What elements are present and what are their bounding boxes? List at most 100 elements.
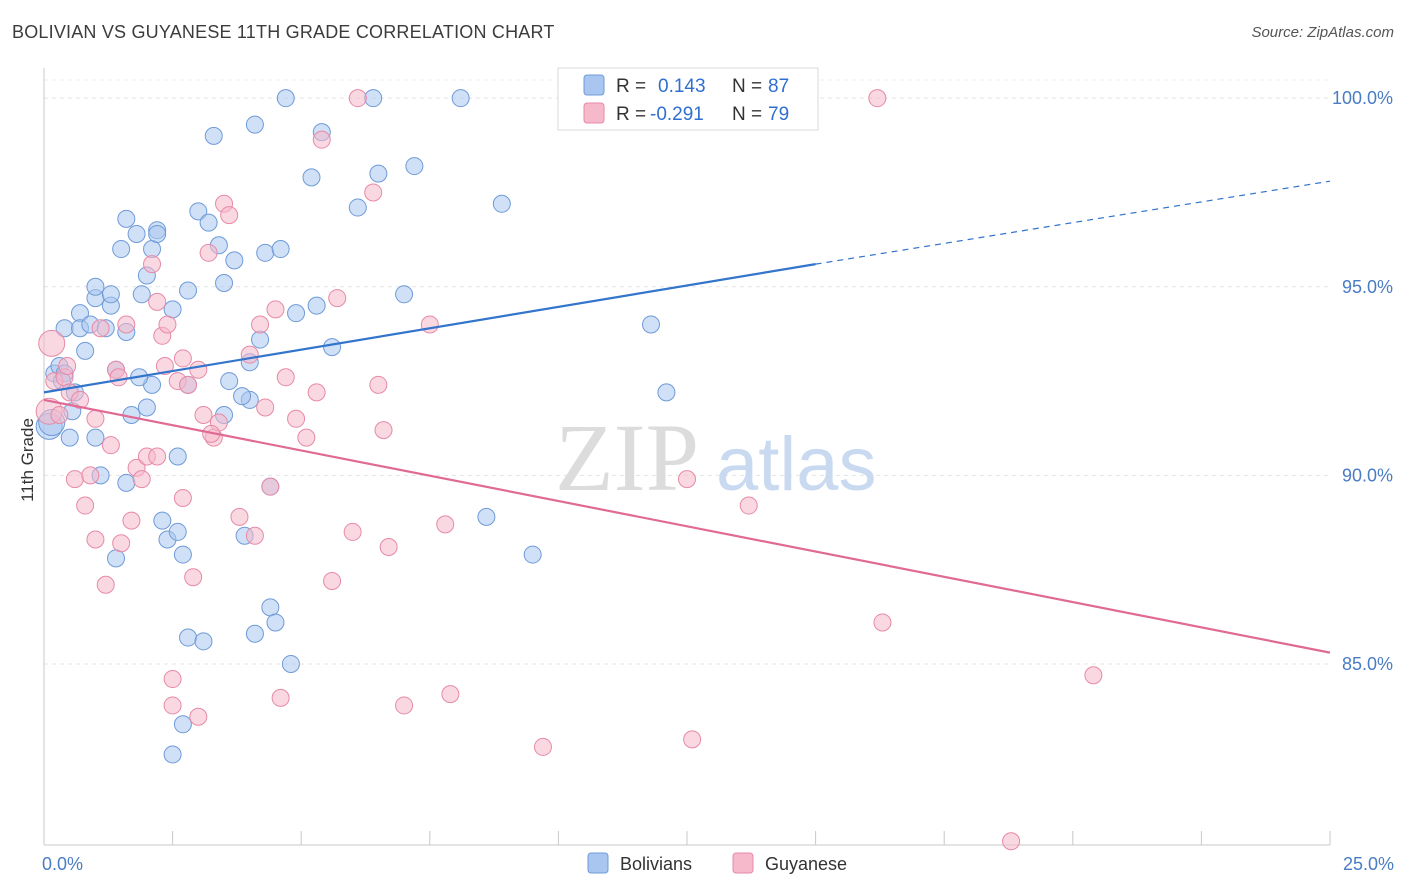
data-point [76,341,95,360]
data-point [281,654,300,673]
data-point [132,285,151,304]
data-point [107,549,126,568]
data-point [86,277,105,296]
x-tick-label: 25.0% [1343,854,1394,874]
legend: R = 0.143 N = 87 R = -0.291 N = 79 [557,67,819,131]
data-point [91,319,110,338]
data-point [436,515,455,534]
data-point [276,89,295,108]
data-point [251,330,270,349]
data-point [225,251,244,270]
legend-r-label: R = [616,76,646,97]
data-point [271,240,290,259]
data-point [112,240,131,259]
watermark-atlas: atlas [716,422,877,507]
data-point [657,383,676,402]
data-point [683,730,702,749]
data-point [189,707,208,726]
data-point [328,289,347,308]
data-point [163,670,182,689]
data-point [158,315,177,334]
watermark-zip: ZIP [555,404,699,511]
data-point [369,375,388,394]
data-point [173,715,192,734]
data-point [256,243,275,262]
data-point [122,511,141,530]
data-point [60,428,79,447]
data-point [96,575,115,594]
data-point [245,624,264,643]
data-point [233,387,252,406]
data-point [343,522,362,541]
data-point [148,292,167,311]
data-point [132,470,151,489]
data-point [168,522,187,541]
data-point [271,688,290,707]
legend-n-value: 87 [768,76,789,97]
data-point [220,372,239,391]
data-point [50,406,69,425]
data-point [287,304,306,323]
data-point [173,349,192,368]
data-point [163,300,182,319]
data-point [1002,832,1021,851]
data-point [420,315,439,334]
data-point [533,737,552,756]
data-point [179,375,198,394]
data-point [204,126,223,145]
data-point [276,368,295,387]
data-point [523,545,542,564]
data-point [101,285,120,304]
data-point [379,538,398,557]
data-point [1084,666,1103,685]
y-tick-label: 90.0% [1342,465,1393,485]
y-tick-label: 100.0% [1332,88,1393,108]
data-point [153,511,172,530]
data-point [405,157,424,176]
data-point [307,296,326,315]
data-point [81,466,100,485]
data-point [348,89,367,108]
bottom-legend-swatch-bolivians [587,852,609,874]
data-point [168,447,187,466]
data-point [261,477,280,496]
data-point [143,240,162,259]
data-point [323,338,342,357]
legend-n-label: N = [732,76,762,97]
legend-r-value: 0.143 [658,76,706,97]
axes [43,68,1331,846]
data-point [38,329,66,357]
data-point [245,526,264,545]
bottom-legend-label-bolivians: Bolivians [620,854,692,874]
data-point [199,213,218,232]
data-point [86,530,105,549]
trend-line [43,263,816,394]
bottom-legend-label-guyanese: Guyanese [765,854,847,874]
data-point [395,696,414,715]
trend-line [43,398,1331,654]
data-point [189,202,208,221]
data-point [477,507,496,526]
y-axis-label: 11th Grade [18,418,37,502]
tick-labels: 100.0% 95.0% 90.0% 85.0% 0.0% 25.0% [42,88,1394,874]
data-point [395,285,414,304]
data-point [230,507,249,526]
data-point [364,89,383,108]
data-point [451,89,470,108]
data-point [739,496,758,515]
data-point [163,745,182,764]
data-point [297,428,316,447]
legend-swatch-guyanese [583,102,605,124]
data-point [179,281,198,300]
data-point [245,115,264,134]
data-point [369,164,388,183]
data-point [184,568,203,587]
chart-title: BOLIVIAN VS GUYANESE 11TH GRADE CORRELAT… [12,22,555,42]
data-point [194,632,213,651]
bottom-legend-swatch-guyanese [732,852,754,874]
data-point [492,194,511,213]
legend-n-label: N = [732,104,762,125]
data-point [143,255,162,274]
data-point [220,206,239,225]
